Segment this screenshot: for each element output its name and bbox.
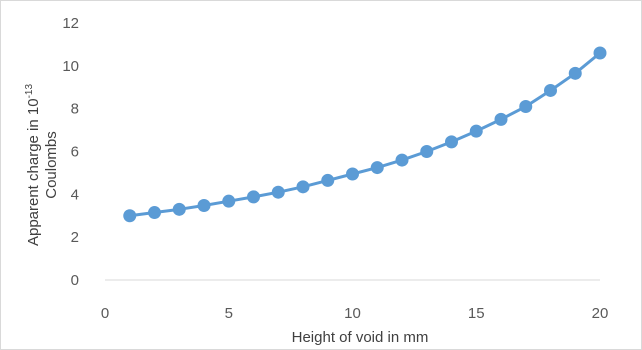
x-tick-label: 10 <box>344 305 361 322</box>
data-point <box>222 194 236 208</box>
data-point <box>172 202 186 216</box>
series-layer <box>123 46 607 223</box>
series-line <box>129 51 601 218</box>
y-tick-label: 0 <box>71 272 79 289</box>
data-point <box>148 206 161 220</box>
data-point <box>544 83 557 97</box>
x-axis-label: Height of void in mm <box>292 329 429 346</box>
data-point <box>123 209 137 223</box>
axes: 0 2 4 6 8 10 12 0 5 10 15 20 <box>62 15 608 322</box>
x-tick-label: 20 <box>592 305 609 322</box>
data-point <box>593 46 607 60</box>
y-tick-label: 2 <box>71 229 79 246</box>
x-tick-label: 5 <box>225 305 233 322</box>
data-point <box>420 145 434 158</box>
y-tick-label: 8 <box>71 101 79 118</box>
x-tick-label: 0 <box>101 305 109 322</box>
data-point <box>346 167 359 181</box>
data-point <box>321 173 335 187</box>
data-point <box>197 198 211 212</box>
y-axis-label-exponent: -13 <box>24 84 35 99</box>
y-axis-label-prefix: Apparent charge in 10 <box>25 98 42 246</box>
data-point <box>445 135 458 149</box>
y-tick-label: 10 <box>62 58 79 75</box>
y-tick-label: 4 <box>71 186 79 203</box>
y-tick-label: 12 <box>62 15 79 32</box>
y-axis-label: Apparent charge in 10-13 Coulombs <box>24 84 60 247</box>
data-point <box>296 180 310 194</box>
data-point <box>370 161 384 175</box>
data-point <box>469 124 483 138</box>
y-axis-label-line1: Apparent charge in 10-13 <box>24 84 42 247</box>
data-point <box>247 190 260 204</box>
data-point <box>568 66 582 80</box>
x-tick-label: 15 <box>468 305 485 322</box>
y-tick-label: 6 <box>71 144 79 161</box>
y-axis-label-line2: Coulombs <box>43 131 60 199</box>
data-point <box>494 112 508 126</box>
data-point <box>271 185 285 199</box>
data-point <box>519 100 533 114</box>
data-point <box>395 153 409 167</box>
